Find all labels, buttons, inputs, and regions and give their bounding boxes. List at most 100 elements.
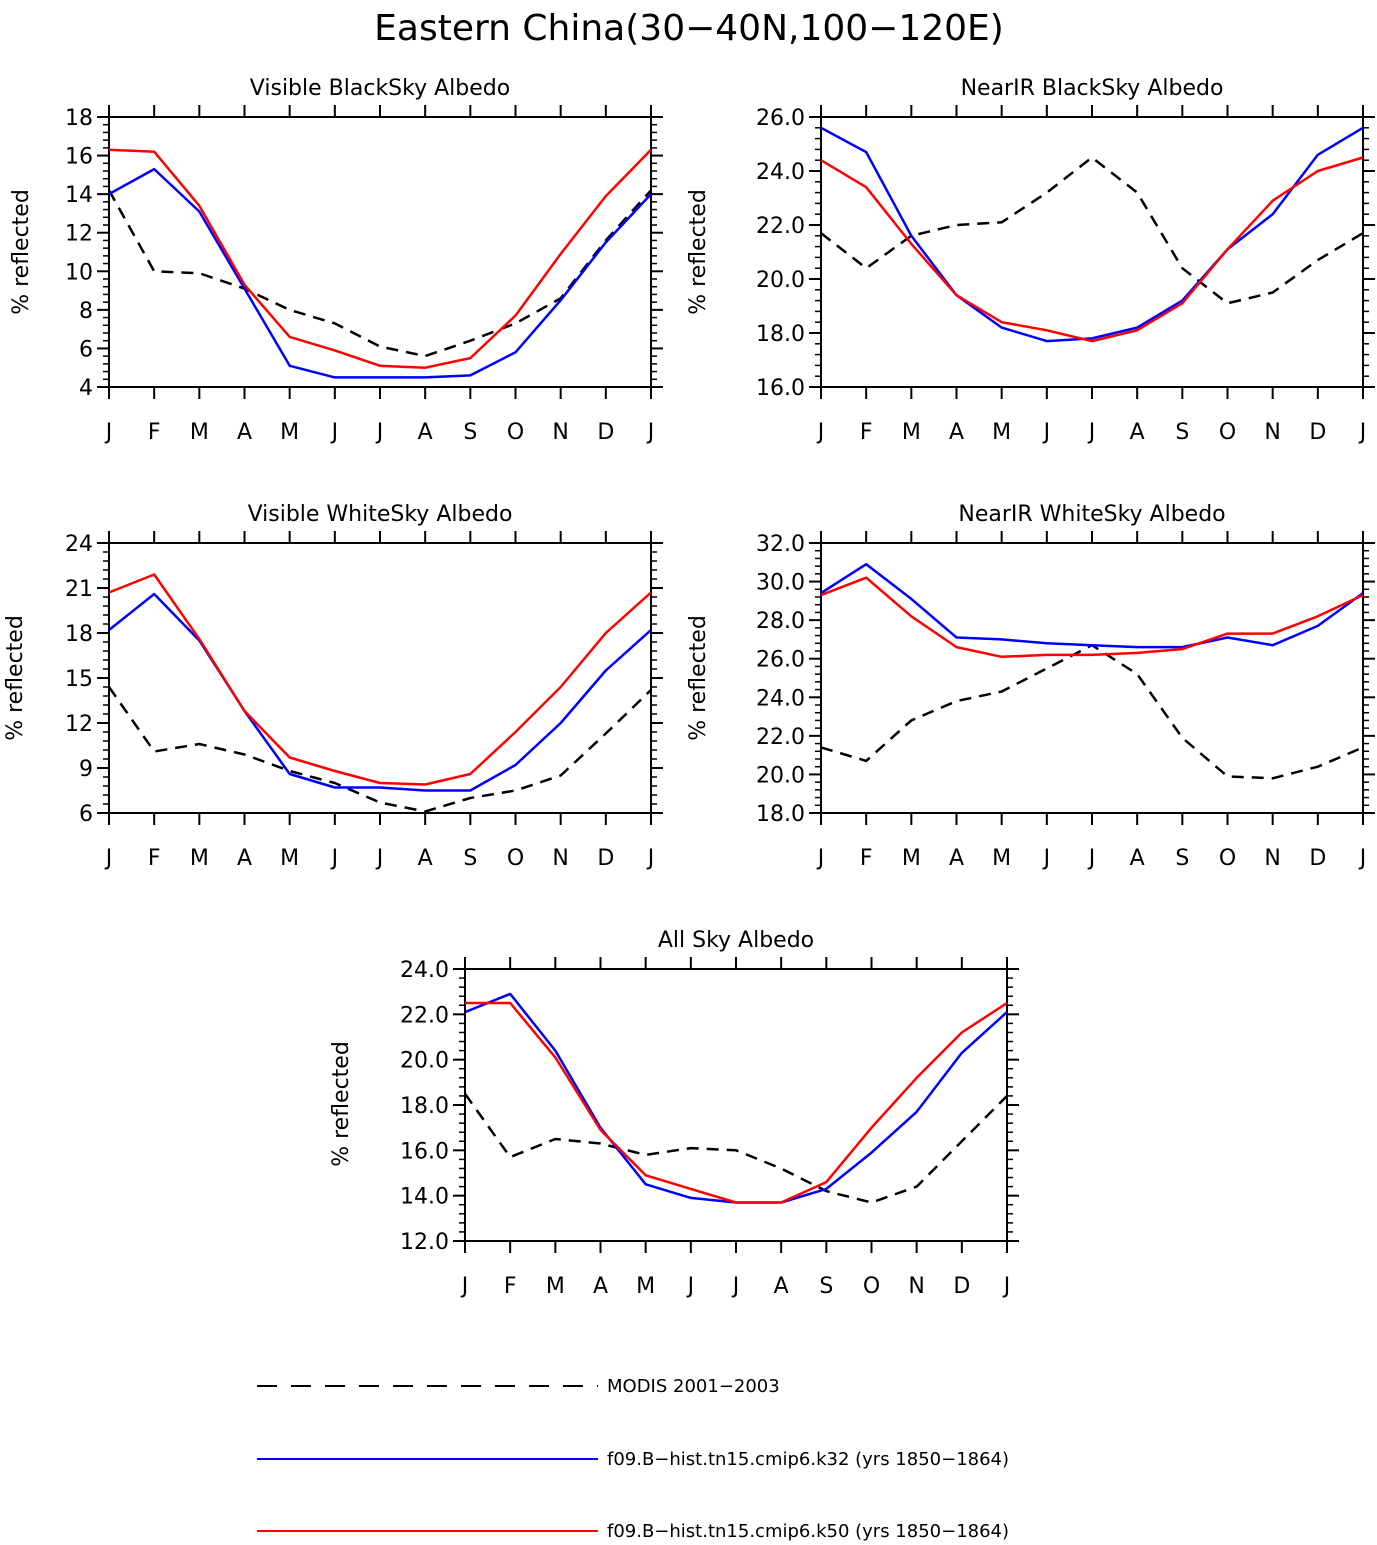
x-tick-label: O: [863, 1274, 880, 1299]
series-line-k50: [108, 148, 652, 369]
x-tick-label: M: [280, 420, 299, 445]
series-line-modis: [463, 1092, 1008, 1204]
x-tick-label: O: [1219, 846, 1236, 871]
plot-frame: [108, 116, 652, 388]
y-tick-label: 16.0: [756, 376, 805, 401]
x-tick-label: D: [1309, 420, 1326, 445]
x-tick-label: D: [953, 1274, 970, 1299]
y-axis-label: % reflected: [686, 615, 711, 741]
x-tick-label: F: [504, 1274, 517, 1299]
y-tick-label: 14.0: [400, 1185, 449, 1210]
y-tick-label: 18.0: [756, 322, 805, 347]
y-tick-label: 18.0: [756, 802, 805, 827]
x-tick-label: N: [1264, 420, 1280, 445]
y-tick-label: 24.0: [400, 958, 449, 983]
x-tick-label: J: [330, 846, 339, 871]
x-tick-label: M: [992, 420, 1011, 445]
y-tick-label: 6: [79, 802, 93, 827]
x-tick-label: A: [418, 846, 433, 871]
y-tick-label: 22.0: [400, 1003, 449, 1028]
x-tick-label: J: [1358, 846, 1367, 871]
y-tick-label: 24.0: [756, 160, 805, 185]
legend-item-k32: f09.B−hist.tn15.cmip6.k32 (yrs 1850−1864…: [257, 1449, 1009, 1470]
series-line-modis: [107, 686, 652, 813]
panel-title: NearIR WhiteSky Albedo: [958, 502, 1225, 527]
series-line-k50: [820, 576, 1364, 659]
y-tick-label: 16: [65, 145, 93, 170]
x-tick-label: A: [949, 846, 964, 871]
x-tick-label: J: [646, 846, 655, 871]
x-tick-label: N: [552, 420, 568, 445]
x-tick-label: J: [1042, 846, 1051, 871]
x-tick-label: A: [1130, 420, 1145, 445]
plot-frame: [820, 116, 1364, 388]
y-axis-label: % reflected: [9, 189, 34, 315]
y-tick-label: 4: [79, 376, 93, 401]
x-tick-label: J: [1087, 420, 1096, 445]
x-tick-label: J: [816, 420, 825, 445]
legend-item-modis: MODIS 2001−2003: [257, 1376, 780, 1397]
y-tick-label: 12.0: [400, 1230, 449, 1255]
x-tick-label: S: [463, 846, 477, 871]
y-tick-label: 16.0: [400, 1139, 449, 1164]
series-line-k50: [820, 156, 1364, 343]
panel-nearir-blacksky: NearIR BlackSky Albedo % reflected J F M A M…: [686, 76, 1375, 445]
x-tick-label: S: [819, 1274, 833, 1299]
legend: MODIS 2001−2003 f09.B−hist.tn15.cmip6.k3…: [257, 1376, 1009, 1542]
series-line-k32: [464, 992, 1008, 1204]
x-tick-label: A: [593, 1274, 608, 1299]
x-tick-label: J: [104, 846, 113, 871]
x-tick-label: A: [1130, 846, 1145, 871]
x-tick-label: J: [1042, 420, 1051, 445]
y-tick-label: 22.0: [756, 214, 805, 239]
y-tick-label: 20.0: [756, 763, 805, 788]
series-line-k32: [820, 562, 1364, 649]
x-tick-label: J: [375, 846, 384, 871]
legend-label-modis: MODIS 2001−2003: [607, 1376, 780, 1397]
y-tick-label: 12: [65, 712, 93, 737]
series-line-modis: [820, 156, 1364, 305]
x-tick-label: A: [237, 846, 252, 871]
series-line-k50: [465, 1001, 1008, 1204]
y-tick-label: 20.0: [756, 268, 805, 293]
y-tick-label: 28.0: [756, 609, 805, 634]
x-tick-label: S: [1175, 846, 1189, 871]
y-tick-label: 21: [65, 577, 93, 602]
x-tick-label: O: [507, 846, 524, 871]
series-line-k32: [108, 592, 652, 792]
x-tick-label: A: [949, 420, 964, 445]
y-axis-label: % reflected: [686, 189, 711, 315]
panel-visible-whitesky: Visible WhiteSky Albedo % reflected J F M A…: [3, 502, 663, 871]
legend-label-k50: f09.B−hist.tn15.cmip6.k50 (yrs 1850−1864…: [607, 1521, 1009, 1542]
x-tick-label: N: [1264, 846, 1280, 871]
x-tick-label: M: [636, 1274, 655, 1299]
x-tick-label: S: [463, 420, 477, 445]
series-line-modis: [107, 189, 652, 358]
x-tick-label: F: [148, 420, 161, 445]
panel-title: Visible WhiteSky Albedo: [248, 502, 513, 527]
x-tick-label: J: [1002, 1274, 1011, 1299]
x-tick-label: A: [237, 420, 252, 445]
y-tick-label: 6: [79, 337, 93, 362]
panel-visible-blacksky: Visible BlackSky Albedo % reflected J F M A…: [9, 76, 663, 445]
series-line-modis: [820, 643, 1364, 780]
x-tick-label: F: [860, 420, 873, 445]
panel-title: NearIR BlackSky Albedo: [961, 76, 1224, 101]
plot-frame: [820, 542, 1364, 814]
series-line-k32: [820, 126, 1364, 343]
y-tick-label: 10: [65, 260, 93, 285]
x-tick-label: O: [1219, 420, 1236, 445]
legend-label-k32: f09.B−hist.tn15.cmip6.k32 (yrs 1850−1864…: [607, 1449, 1009, 1470]
x-tick-label: J: [375, 420, 384, 445]
y-axis-label: % reflected: [3, 615, 28, 741]
x-tick-label: M: [190, 420, 209, 445]
y-tick-label: 26.0: [756, 648, 805, 673]
x-tick-label: J: [646, 420, 655, 445]
y-tick-label: 24: [65, 532, 93, 557]
x-tick-label: J: [1358, 420, 1367, 445]
series-line-k50: [108, 573, 652, 786]
x-tick-label: M: [190, 846, 209, 871]
x-tick-label: J: [686, 1274, 695, 1299]
x-tick-label: J: [460, 1274, 469, 1299]
x-tick-label: J: [1087, 846, 1096, 871]
